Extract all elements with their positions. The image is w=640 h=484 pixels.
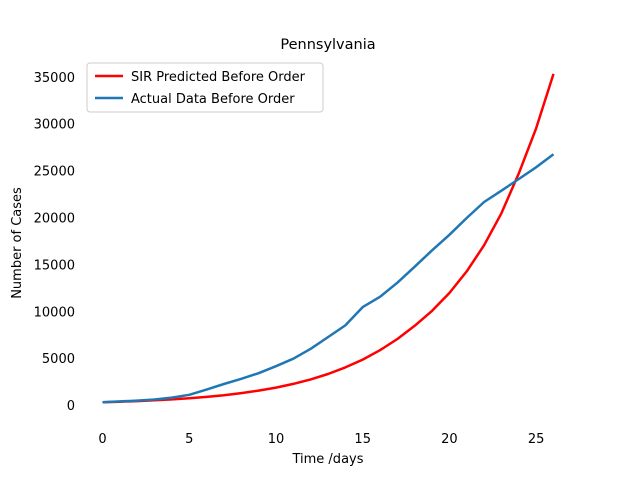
y-tick-label: 20000 <box>34 212 75 227</box>
y-tick-label: 30000 <box>34 118 75 133</box>
legend: SIR Predicted Before Order Actual Data B… <box>86 62 324 113</box>
x-axis-label: Time /days <box>291 452 363 467</box>
y-tick-label: 0 <box>67 399 75 414</box>
y-tick-label: 5000 <box>42 352 75 367</box>
y-tick-label: 10000 <box>34 305 75 320</box>
legend-label-actual-data: Actual Data Before Order <box>131 92 295 107</box>
x-tick-label: 20 <box>441 432 458 447</box>
x-axis-ticks: 0 5 10 15 20 25 <box>98 432 544 447</box>
chart-title: Pennsylvania <box>280 37 375 53</box>
series-line-actual-data <box>102 153 555 404</box>
x-tick-label: 5 <box>185 432 193 447</box>
x-tick-label: 15 <box>354 432 371 447</box>
legend-box <box>86 62 324 113</box>
x-tick-label: 0 <box>98 432 106 447</box>
legend-label-sir-predicted: SIR Predicted Before Order <box>131 70 306 85</box>
y-tick-label: 35000 <box>34 71 75 86</box>
y-axis-label: Number of Cases <box>10 187 25 299</box>
x-tick-label: 10 <box>268 432 285 447</box>
y-tick-label: 25000 <box>34 165 75 180</box>
y-tick-label: 15000 <box>34 258 75 273</box>
series-line-sir-predicted <box>102 73 555 404</box>
x-tick-label: 25 <box>528 432 545 447</box>
y-axis-ticks: 0 5000 10000 15000 20000 25000 30000 35000 <box>34 71 75 414</box>
series-lines <box>102 73 555 404</box>
